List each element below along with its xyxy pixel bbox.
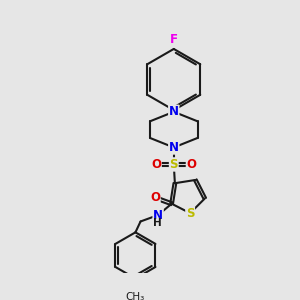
Text: N: N xyxy=(169,141,179,154)
Text: O: O xyxy=(150,191,160,204)
Text: N: N xyxy=(153,208,163,222)
Text: O: O xyxy=(186,158,197,171)
Text: H: H xyxy=(153,218,162,227)
Text: N: N xyxy=(169,105,179,118)
Text: O: O xyxy=(151,158,161,171)
Text: CH₃: CH₃ xyxy=(126,292,145,300)
Text: S: S xyxy=(169,158,178,171)
Text: F: F xyxy=(170,33,178,46)
Text: S: S xyxy=(186,207,194,220)
